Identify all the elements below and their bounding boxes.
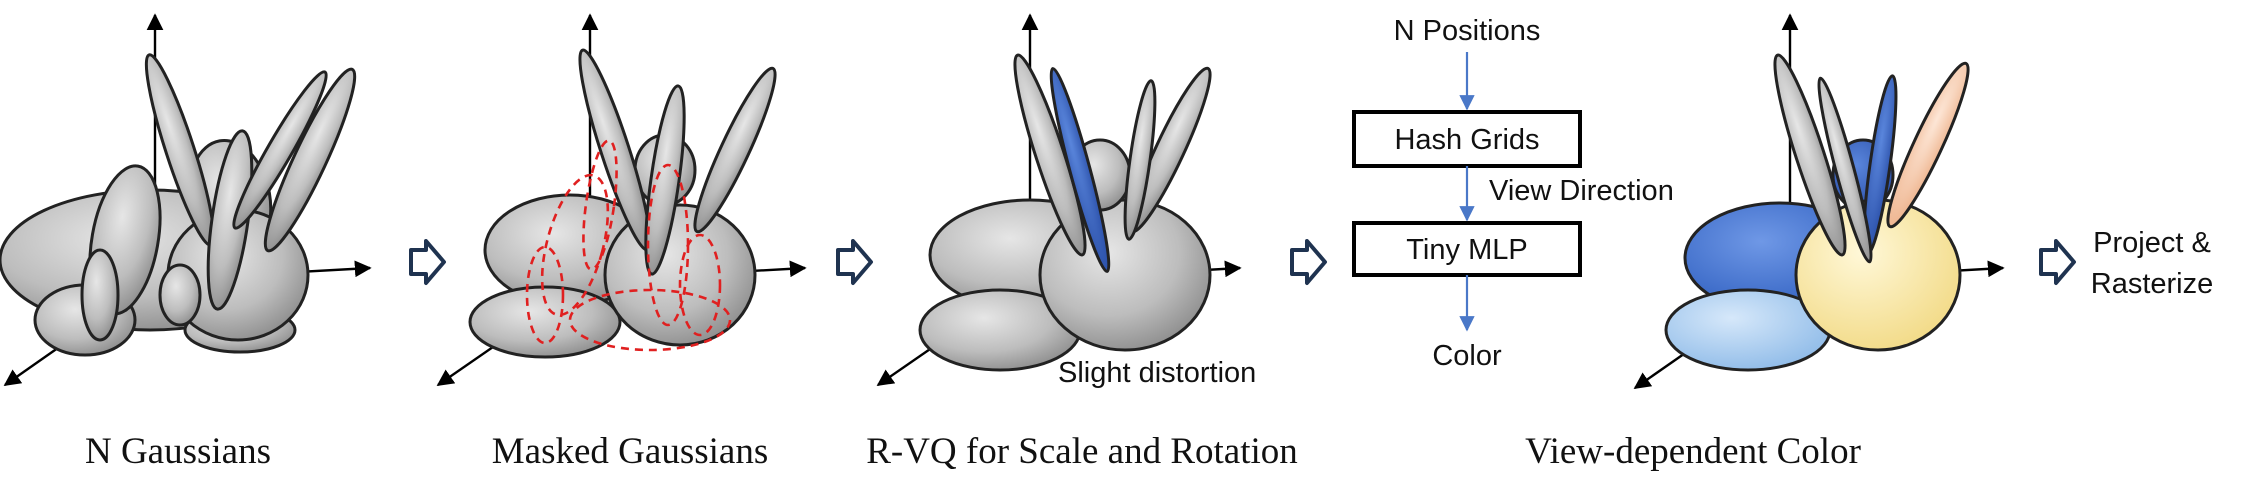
stage-arrow-1	[409, 239, 446, 285]
gaussian-ellipsoids-2	[468, 48, 777, 359]
colored-ellipsoids	[1664, 53, 1970, 372]
stage-arrow-2	[836, 239, 873, 285]
view-direction-label: View Direction	[1489, 175, 1674, 207]
caption-rvq: R-VQ for Scale and Rotation	[866, 431, 1298, 472]
panel-rvq: Slight distortion R-VQ for Scale and Rot…	[866, 13, 1298, 472]
gaussian-ellipsoids-3	[918, 53, 1212, 372]
color-output-label: Color	[1432, 340, 1502, 372]
caption-view-dependent-color: View-dependent Color	[1525, 431, 1861, 472]
n-positions-label: N Positions	[1394, 15, 1541, 47]
tiny-mlp-label: Tiny MLP	[1406, 234, 1527, 266]
stage-arrow-4	[2039, 239, 2076, 285]
panel-masked-gaussians: Masked Gaussians	[436, 13, 807, 472]
project-label: Project &	[2093, 227, 2211, 259]
caption-n-gaussians: N Gaussians	[85, 431, 271, 472]
hash-grids-label: Hash Grids	[1394, 124, 1539, 156]
color-pipeline: N Positions Hash Grids View Direction Ti…	[1352, 15, 1674, 372]
masked-outlines	[525, 139, 732, 352]
stage-arrow-3	[1290, 239, 1327, 285]
hash-grids-box	[1352, 110, 1582, 168]
panel-n-gaussians: N Gaussians	[0, 13, 372, 472]
slight-distortion-label: Slight distortion	[1058, 357, 1256, 389]
gaussian-ellipsoids-1	[0, 53, 357, 357]
caption-masked-gaussians: Masked Gaussians	[492, 431, 768, 472]
tiny-mlp-box	[1352, 221, 1582, 277]
rasterize-label: Rasterize	[2091, 268, 2214, 300]
project-rasterize-label: Project & Rasterize	[2091, 227, 2214, 300]
panel-view-dependent-color: View-dependent Color	[1525, 13, 2005, 472]
